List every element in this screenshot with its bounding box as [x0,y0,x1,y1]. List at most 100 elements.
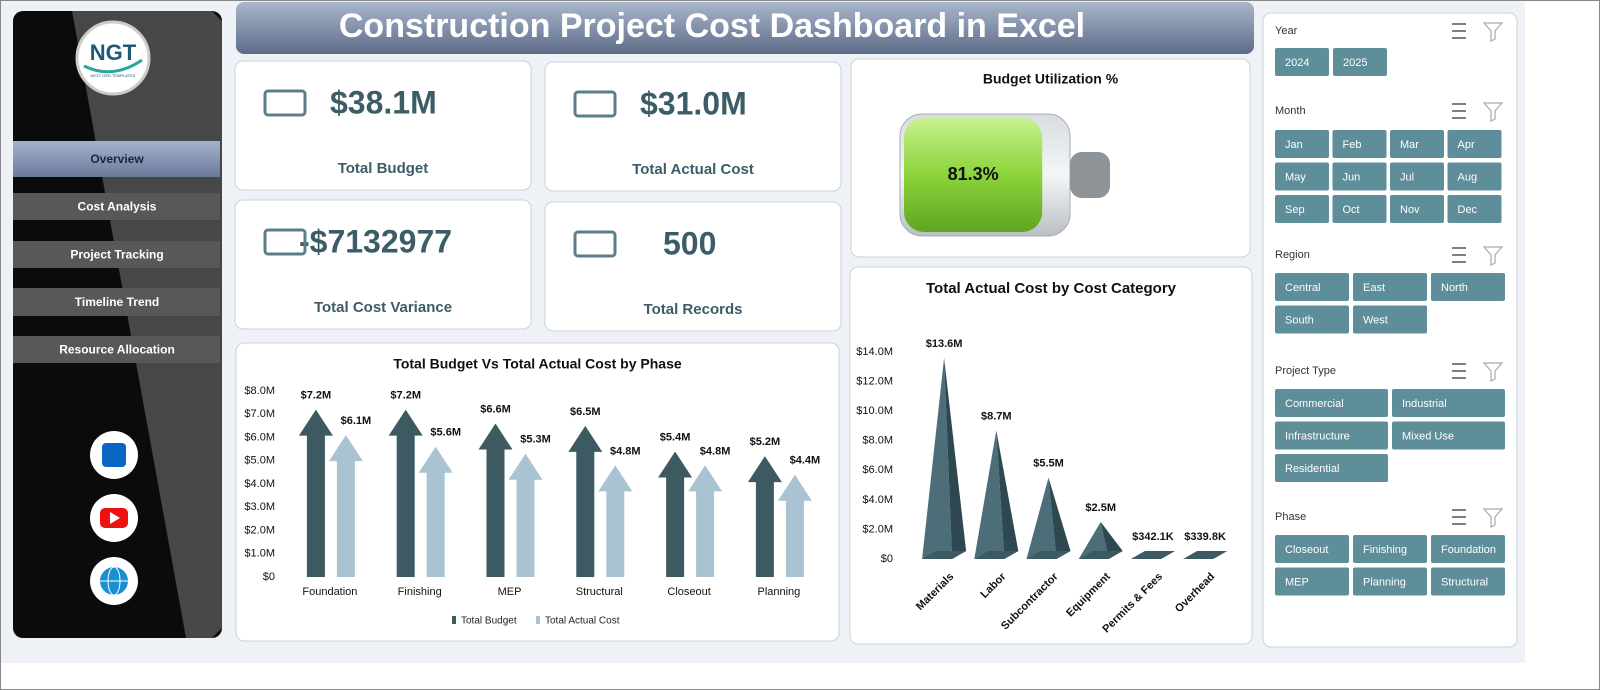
arrow-bar [598,465,633,577]
slicer-button[interactable] [1275,162,1329,191]
logo-text: NGT [90,40,137,65]
slicer-item: Sep [1285,204,1305,216]
slicer-button[interactable] [1431,535,1505,563]
slicer-button[interactable] [1392,421,1505,450]
slicer-button[interactable] [1353,273,1427,301]
slicer-item: Oct [1343,204,1360,216]
arrow-bar [777,474,812,577]
slicer-button[interactable] [1275,305,1349,334]
slicer-button[interactable] [1390,162,1444,191]
multi-select-icon[interactable] [1452,23,1466,39]
slicer-item: North [1441,282,1468,294]
nav-button[interactable] [13,288,220,316]
y-tick-label: $0 [263,571,275,583]
y-tick-label: $8.0M [244,385,275,397]
slicer-button[interactable] [1275,454,1388,482]
nav-button[interactable] [13,241,220,268]
value-label: 81.3% [948,164,999,184]
y-tick-label: $2.0M [862,523,893,535]
slicer-item: Jul [1400,171,1414,183]
slicer-item: Mar [1400,139,1419,151]
slicer-button[interactable] [1447,130,1502,158]
slicer-item: May [1285,171,1306,183]
pyramid [922,357,967,559]
slicer-button[interactable] [1275,535,1349,563]
slicer-button[interactable] [1447,162,1502,191]
slicer-button[interactable] [1275,389,1388,417]
arrow-bar [478,423,513,577]
clear-filter-icon[interactable] [1482,22,1504,42]
slicer-button[interactable] [1333,48,1387,76]
x-tick-label: Structural [576,586,623,598]
clear-filter-icon[interactable] [1482,102,1504,122]
value-label: $4.8M [610,445,641,457]
kpi-value: -$7132977 [299,223,452,259]
slicer-button[interactable] [1332,130,1387,158]
arrow-bar [658,451,693,577]
slicer-item: Finishing [1363,544,1407,556]
value-label: $5.3M [520,434,551,446]
nav-button[interactable] [13,336,220,363]
slicer-button[interactable] [1332,162,1387,191]
value-label: $5.4M [660,431,691,443]
pyramid-face [1078,522,1109,559]
slicer-button[interactable] [1275,567,1349,596]
clear-filter-icon[interactable] [1482,362,1504,382]
nav-button[interactable] [13,141,220,177]
slicer-item: West [1363,314,1388,326]
pyramid-face [1048,477,1071,559]
value-label: $7.2M [390,390,421,402]
kpi-label: Total Records [644,301,743,318]
slicer-button[interactable] [1447,195,1502,223]
clear-filter-icon[interactable] [1482,508,1504,528]
slicer-item: 2025 [1343,57,1367,69]
nav-button[interactable] [13,193,220,220]
slicer-item: Feb [1343,139,1362,151]
value-label: $13.6M [926,338,963,350]
nav-label: Project Tracking [70,248,163,262]
value-label: $8.7M [981,410,1012,422]
slicer-button[interactable] [1332,195,1387,223]
slicer-button[interactable] [1353,535,1427,563]
slicer-button[interactable] [1275,421,1388,450]
pyramid-face [996,430,1019,559]
slicer-title: Year [1275,25,1298,37]
multi-select-icon[interactable] [1452,363,1466,379]
slicer-button[interactable] [1392,389,1505,417]
value-label: $6.1M [341,415,372,427]
slicer-button[interactable] [1275,48,1329,76]
x-tick-label: Finishing [398,586,442,598]
logo [75,20,151,96]
arrow-bar [328,435,363,577]
pyramid [1183,551,1228,559]
multi-select-icon[interactable] [1452,509,1466,525]
chart-title: Budget Utilization % [983,71,1119,87]
kpi-icon [573,90,617,118]
slicer-button[interactable] [1431,273,1505,301]
multi-select-icon[interactable] [1452,103,1466,119]
slicer-button[interactable] [1275,195,1329,223]
y-tick-label: $4.0M [862,494,893,506]
kpi-value: 500 [663,225,716,261]
y-tick-label: $7.0M [244,408,275,420]
value-label: $342.1K [1132,531,1174,543]
slicer-button[interactable] [1353,305,1427,334]
clear-filter-icon[interactable] [1482,246,1504,266]
arrow-bar [508,453,543,577]
slicer-item: Closeout [1285,544,1328,556]
slicer-button[interactable] [1390,130,1444,158]
slicer-button[interactable] [1390,195,1444,223]
pyramid-face [1026,551,1071,559]
multi-select-icon[interactable] [1452,247,1466,263]
pyramid-face [1078,551,1123,559]
slicer-item: East [1363,282,1385,294]
slicer-button[interactable] [1275,273,1349,301]
slicer-button[interactable] [1431,567,1505,596]
slicer-item: Jan [1285,139,1303,151]
kpi-card [544,201,842,332]
slicer-button[interactable] [1275,130,1329,158]
slicer-button[interactable] [1353,567,1427,596]
chart-card [235,342,840,642]
